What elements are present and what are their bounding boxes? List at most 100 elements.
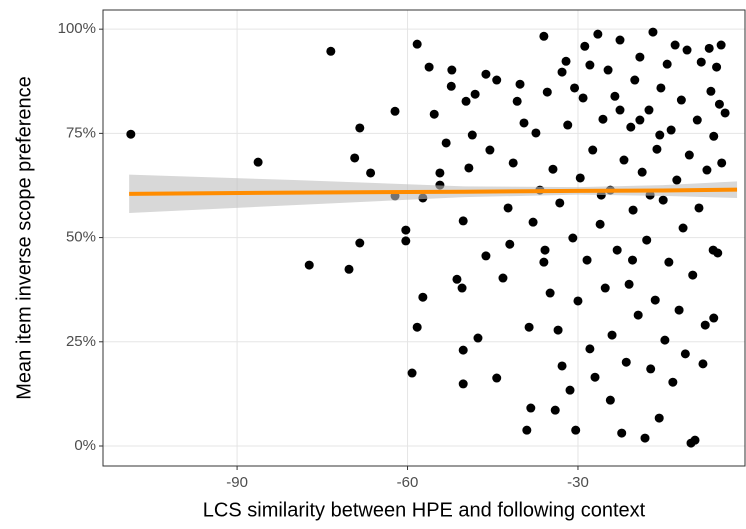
point bbox=[588, 145, 598, 155]
point bbox=[424, 62, 434, 72]
point bbox=[542, 87, 552, 97]
x-tick-label: -90 bbox=[226, 474, 248, 491]
point bbox=[605, 395, 615, 405]
point bbox=[628, 255, 638, 265]
point bbox=[615, 35, 625, 45]
point bbox=[648, 27, 658, 37]
point bbox=[666, 125, 676, 135]
point bbox=[712, 62, 722, 72]
point bbox=[446, 81, 456, 91]
point bbox=[713, 248, 723, 258]
point bbox=[585, 344, 595, 354]
point bbox=[473, 333, 483, 343]
point bbox=[635, 52, 645, 62]
point bbox=[650, 295, 660, 305]
point bbox=[635, 115, 645, 125]
y-tick-label: 100% bbox=[58, 20, 96, 37]
point bbox=[355, 238, 365, 248]
point bbox=[401, 236, 411, 246]
point bbox=[684, 150, 694, 160]
point bbox=[662, 59, 672, 69]
point bbox=[720, 108, 730, 118]
point bbox=[481, 251, 491, 261]
point bbox=[700, 320, 710, 330]
point bbox=[492, 75, 502, 85]
point bbox=[582, 255, 592, 265]
point bbox=[452, 274, 462, 284]
point bbox=[640, 433, 650, 443]
point bbox=[646, 364, 656, 374]
point bbox=[668, 377, 678, 387]
point bbox=[355, 123, 365, 133]
point bbox=[709, 131, 719, 141]
point bbox=[600, 283, 610, 293]
point bbox=[664, 257, 674, 267]
point bbox=[447, 65, 457, 75]
point bbox=[548, 164, 558, 174]
point bbox=[526, 403, 536, 413]
x-tick-label: -60 bbox=[397, 474, 419, 491]
point bbox=[429, 109, 439, 119]
point bbox=[630, 75, 640, 85]
x-tick-label: -30 bbox=[567, 474, 589, 491]
plot-border bbox=[102, 9, 746, 467]
fit-line bbox=[129, 187, 738, 196]
point bbox=[503, 203, 513, 213]
point bbox=[626, 122, 636, 132]
point bbox=[655, 130, 665, 140]
point bbox=[652, 144, 662, 154]
point bbox=[593, 29, 603, 39]
point bbox=[682, 45, 692, 55]
point bbox=[540, 245, 550, 255]
point bbox=[580, 41, 590, 51]
point bbox=[467, 130, 477, 140]
point bbox=[515, 79, 525, 89]
point bbox=[654, 413, 664, 423]
point bbox=[696, 57, 706, 67]
point bbox=[656, 83, 666, 93]
point bbox=[470, 89, 480, 99]
point bbox=[531, 128, 541, 138]
point bbox=[539, 257, 549, 267]
point bbox=[366, 168, 376, 178]
point bbox=[570, 83, 580, 93]
point bbox=[702, 165, 712, 175]
point bbox=[672, 175, 682, 185]
point bbox=[565, 385, 575, 395]
point bbox=[498, 273, 508, 283]
point bbox=[492, 373, 502, 383]
point bbox=[555, 198, 565, 208]
point bbox=[674, 305, 684, 315]
point bbox=[557, 361, 567, 371]
point bbox=[575, 173, 585, 183]
point bbox=[435, 168, 445, 178]
point bbox=[709, 313, 719, 323]
point bbox=[688, 270, 698, 280]
point bbox=[304, 260, 314, 270]
y-tick-label: 25% bbox=[66, 333, 96, 350]
point bbox=[617, 428, 627, 438]
point bbox=[692, 115, 702, 125]
point bbox=[458, 216, 468, 226]
point bbox=[512, 96, 522, 106]
y-tick-label: 50% bbox=[66, 229, 96, 246]
point bbox=[253, 157, 263, 167]
point bbox=[407, 368, 417, 378]
point bbox=[344, 264, 354, 274]
point bbox=[615, 105, 625, 115]
point bbox=[458, 379, 468, 389]
y-axis-title: Mean item inverse scope preference bbox=[13, 76, 35, 400]
point bbox=[598, 114, 608, 124]
point bbox=[412, 39, 422, 49]
point bbox=[595, 219, 605, 229]
y-tick-label: 0% bbox=[74, 437, 96, 454]
point bbox=[481, 69, 491, 79]
point bbox=[680, 349, 690, 359]
point bbox=[644, 105, 654, 115]
point bbox=[642, 235, 652, 245]
point bbox=[660, 335, 670, 345]
point bbox=[704, 43, 714, 53]
point bbox=[522, 425, 532, 435]
point bbox=[624, 279, 634, 289]
